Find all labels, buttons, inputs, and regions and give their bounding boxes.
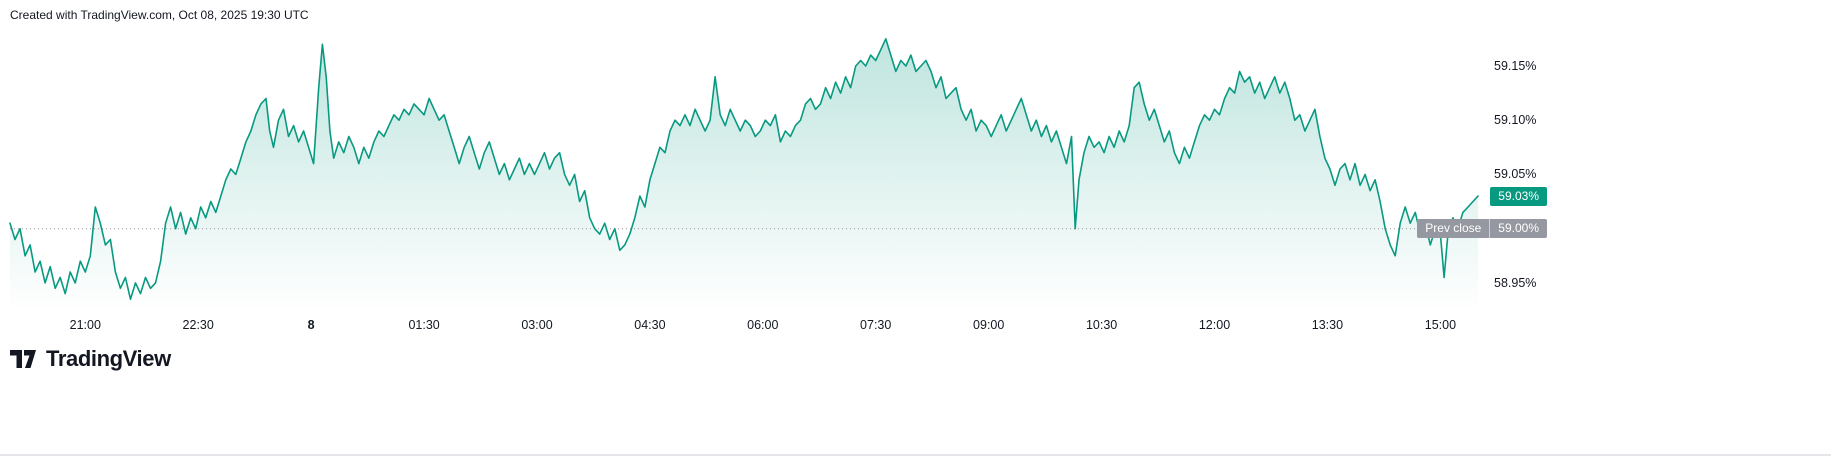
price-label: 59.05% — [1494, 167, 1537, 182]
bottom-divider — [0, 454, 1831, 456]
current-price-value: 59.03% — [1498, 188, 1539, 203]
time-label: 22:30 — [182, 318, 214, 332]
price-label: 58.95% — [1494, 275, 1537, 290]
time-label: 04:30 — [634, 318, 666, 332]
tradingview-logo-icon — [10, 350, 36, 368]
tradingview-logo[interactable]: TradingView — [10, 346, 171, 372]
time-label: 21:00 — [69, 318, 101, 332]
attribution-text: Created with TradingView.com, Oct 08, 20… — [10, 8, 309, 22]
time-label: 15:00 — [1424, 318, 1457, 332]
time-label: 09:00 — [973, 318, 1005, 332]
time-label: 10:30 — [1085, 318, 1118, 332]
tradingview-wordmark: TradingView — [46, 346, 171, 371]
time-label: 06:00 — [747, 318, 779, 332]
area-fill — [10, 38, 1478, 311]
time-label: 01:30 — [408, 318, 440, 332]
prev-close-divider — [1489, 219, 1491, 239]
time-label: 03:00 — [521, 318, 553, 332]
current-price-badge: 59.03% — [1490, 186, 1547, 206]
prev-close-label: Prev close — [1425, 221, 1482, 236]
time-label: 07:30 — [860, 318, 892, 332]
prev-close-value: 59.00% — [1498, 221, 1539, 236]
price-label: 59.10% — [1494, 113, 1537, 128]
prev-close-badge: Prev close 59.00% — [1417, 219, 1547, 239]
price-label: 59.15% — [1494, 58, 1537, 73]
time-label: 8 — [307, 318, 315, 332]
time-label: 12:00 — [1198, 318, 1231, 332]
price-line — [9, 38, 1479, 300]
time-label: 13:30 — [1311, 318, 1344, 332]
